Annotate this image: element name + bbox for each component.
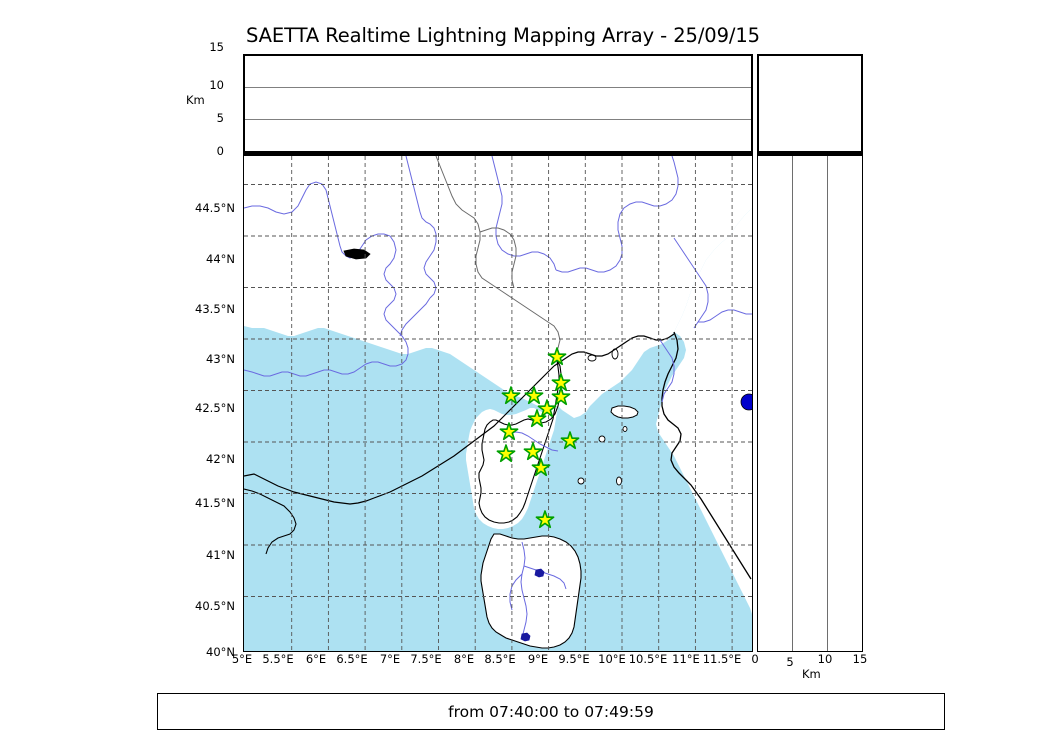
gridline-altitude-5 <box>245 119 751 120</box>
page-title: SAETTA Realtime Lightning Mapping Array … <box>246 24 760 47</box>
lon-tick-10-5: 10.5°E <box>628 652 668 666</box>
time-range-text: from 07:40:00 to 07:49:59 <box>448 702 654 721</box>
lat-tick-44-5: 44.5°N <box>195 201 235 215</box>
land-mainland <box>244 156 752 418</box>
river-po-upper <box>491 156 557 271</box>
lon-tick-10: 10°E <box>598 652 626 666</box>
map-panel[interactable] <box>243 155 753 652</box>
lon-tick-9: 9°E <box>527 652 549 666</box>
coastline-south-france <box>244 488 297 555</box>
river-sardinia-east <box>523 565 567 590</box>
altitude-longitude-panel[interactable] <box>243 54 753 153</box>
corsica-outline <box>478 359 562 524</box>
lon-tick-6: 6°E <box>305 652 327 666</box>
corner-panel[interactable] <box>757 54 863 153</box>
river-tuscany <box>659 339 675 403</box>
map-svg <box>244 156 752 651</box>
lon-tick-11: 11°E <box>672 652 700 666</box>
gridline-altitude-10 <box>245 87 751 88</box>
top-panel-ytick-10: 10 <box>209 78 224 92</box>
lat-tick-41-5: 41.5°N <box>195 496 235 510</box>
map-gridlines <box>244 156 752 651</box>
river-po-lower <box>555 156 679 273</box>
altitude-latitude-panel[interactable] <box>757 155 863 652</box>
river-tiber-upper <box>698 309 752 323</box>
island-pianosa <box>616 476 622 486</box>
lon-tick-7-5: 7.5°E <box>410 652 442 666</box>
lon-tick-7: 7°E <box>379 652 401 666</box>
coastline-italy <box>661 331 752 580</box>
top-panel-axis-label-km: Km <box>186 93 205 107</box>
island-capraia <box>598 435 606 443</box>
right-panel-xtick-0: 0 <box>751 652 759 666</box>
top-panel-ytick-0: 0 <box>216 144 224 158</box>
lake-sardinia-south <box>520 632 531 642</box>
top-panel-bottom-spine <box>243 151 753 155</box>
river-durance <box>399 297 431 337</box>
lon-tick-11-5: 11.5°E <box>702 652 742 666</box>
river-sardinia-main <box>520 541 528 639</box>
time-range-status-bar[interactable]: from 07:40:00 to 07:49:59 <box>157 693 945 730</box>
lon-tick-5: 5°E <box>231 652 253 666</box>
lon-tick-8-5: 8.5°E <box>484 652 516 666</box>
river-rhone-upper <box>244 181 351 259</box>
lat-tick-40: 40°N <box>206 645 235 659</box>
right-panel-axis-label-km: Km <box>802 667 821 681</box>
corner-panel-bottom-spine <box>757 151 863 155</box>
lat-tick-40-5: 40.5°N <box>195 599 235 613</box>
gridline-km-5 <box>792 156 793 651</box>
lat-tick-44: 44°N <box>206 252 235 266</box>
lon-tick-5-5: 5.5°E <box>262 652 294 666</box>
lat-tick-41: 41°N <box>206 548 235 562</box>
river-sardinia-west <box>509 573 523 611</box>
lat-tick-42-5: 42.5°N <box>195 401 235 415</box>
land-sardinia <box>480 533 582 649</box>
lon-tick-8: 8°E <box>453 652 475 666</box>
island-elba <box>610 405 639 419</box>
border-france-italy <box>435 156 561 365</box>
top-panel-ytick-15: 15 <box>209 40 224 54</box>
lon-tick-9-5: 9.5°E <box>558 652 590 666</box>
river-rhone-lower <box>244 233 409 377</box>
island-gorgona <box>622 426 628 432</box>
river-saone <box>405 156 437 299</box>
lake-geneva <box>343 248 371 260</box>
gridline-km-10 <box>827 156 828 651</box>
lat-tick-43-5: 43.5°N <box>195 302 235 316</box>
right-panel-xtick-15: 15 <box>852 652 868 666</box>
station-marker-dot <box>740 393 752 411</box>
lon-tick-6-5: 6.5°E <box>336 652 368 666</box>
right-panel-xtick-5: 5 <box>786 655 794 669</box>
lake-sardinia-north <box>534 568 545 578</box>
right-panel-xtick-10: 10 <box>817 652 833 666</box>
river-arno <box>673 237 709 329</box>
lat-tick-43: 43°N <box>206 352 235 366</box>
river-golo-corsica <box>509 431 559 452</box>
island-montecristo <box>577 477 585 485</box>
top-panel-ytick-5: 5 <box>216 111 224 125</box>
lat-tick-42: 42°N <box>206 452 235 466</box>
